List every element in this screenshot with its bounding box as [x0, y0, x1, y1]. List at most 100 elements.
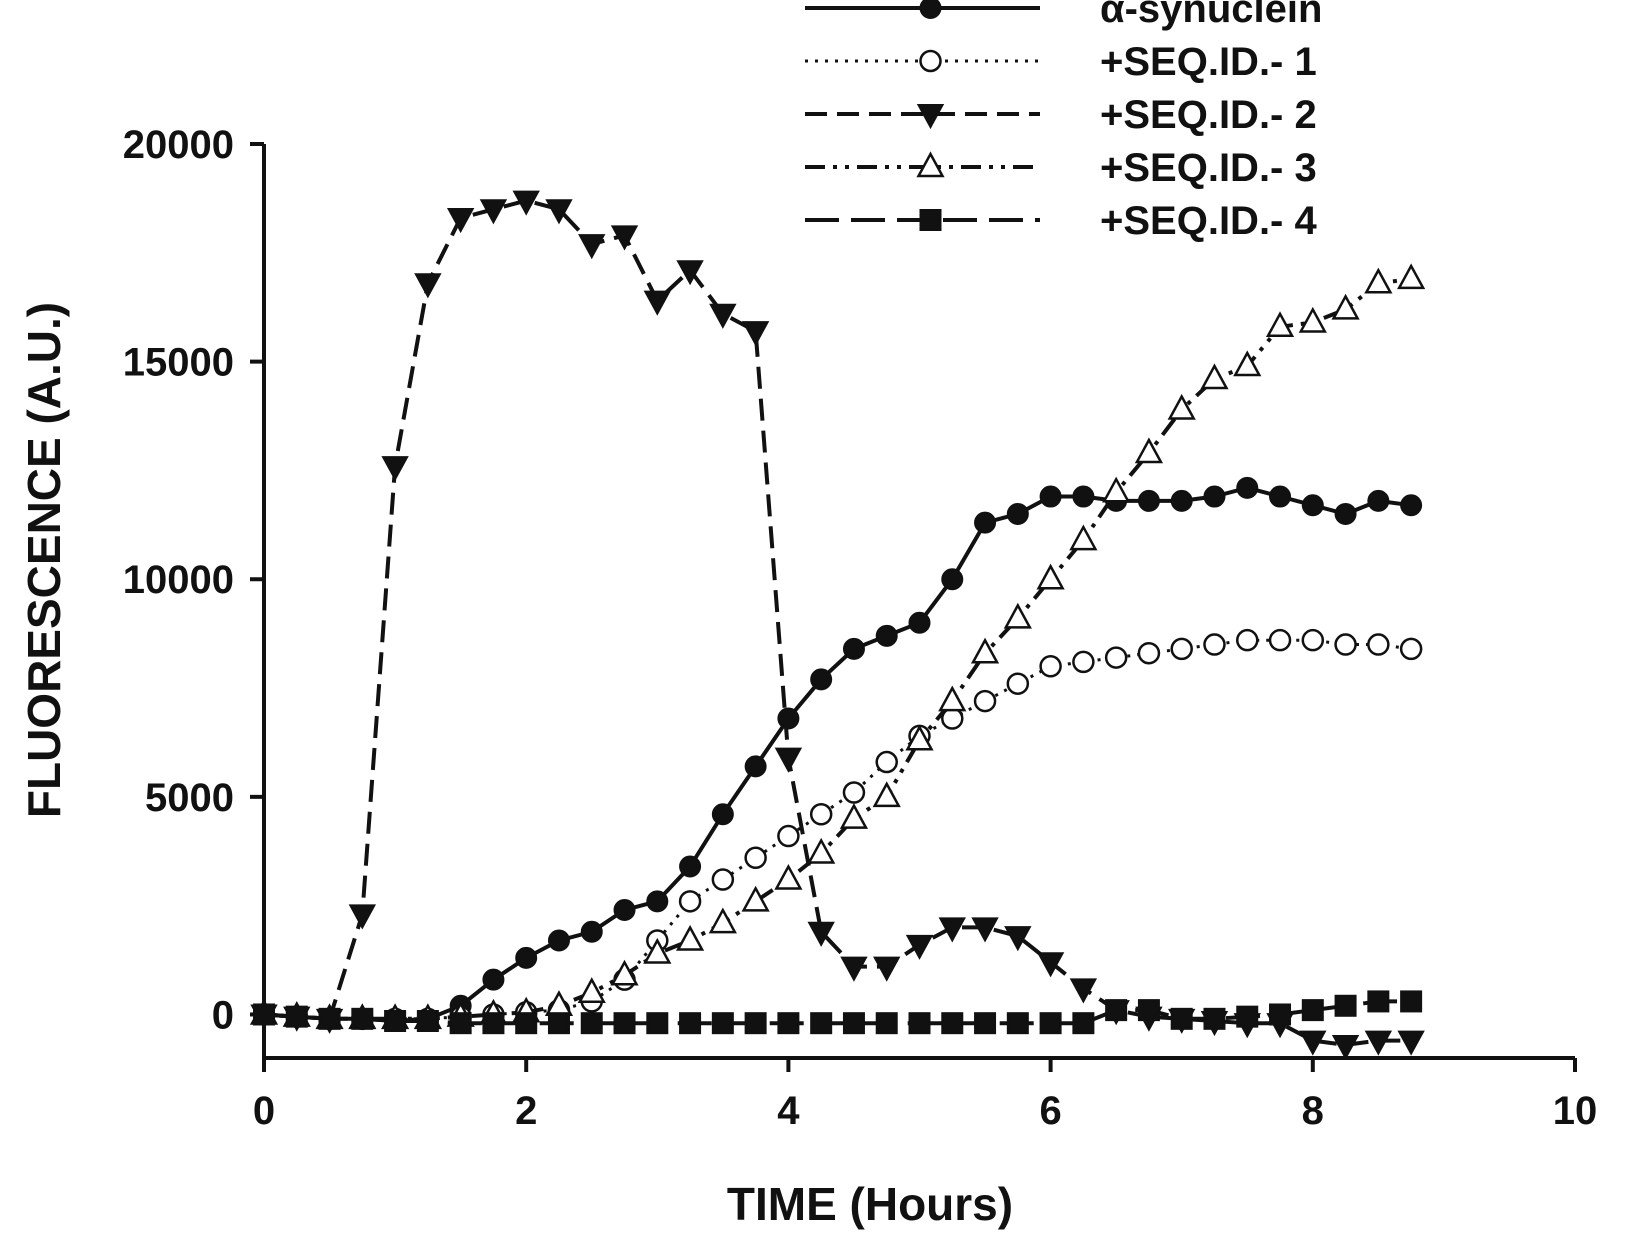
- series-line: [263, 638, 1412, 1021]
- data-point: [875, 1012, 898, 1035]
- series-layer: [249, 190, 1426, 1061]
- data-point: [777, 707, 800, 730]
- data-point: [708, 907, 737, 934]
- data-point: [840, 956, 868, 982]
- data-point: [875, 750, 898, 774]
- data-point: [1301, 494, 1324, 517]
- data-point: [678, 890, 702, 913]
- data-point: [1203, 633, 1226, 656]
- data-point: [1170, 637, 1193, 661]
- axes: 0 5000 10000 15000 20000 0 2 4 6 8 10: [123, 123, 1597, 1133]
- data-point: [1397, 263, 1426, 290]
- data-point: [643, 937, 672, 964]
- data-point: [974, 511, 997, 534]
- data-point: [675, 924, 705, 951]
- data-point: [971, 917, 999, 943]
- data-point: [643, 290, 671, 316]
- legend-label: +SEQ.ID.- 1: [1100, 40, 1317, 84]
- data-point: [941, 1012, 964, 1035]
- x-tick-label: 8: [1302, 1089, 1324, 1133]
- data-point: [1364, 267, 1393, 294]
- data-point: [938, 917, 966, 943]
- data-point: [580, 1012, 603, 1035]
- data-point: [1072, 650, 1095, 674]
- x-axis-title: TIME (Hours): [727, 1178, 1013, 1230]
- data-point: [1069, 978, 1098, 1004]
- data-point: [610, 225, 639, 251]
- data-point: [1269, 485, 1292, 508]
- legend-marker: [916, 104, 945, 130]
- data-point: [1170, 1007, 1193, 1030]
- data-point: [1298, 306, 1327, 333]
- legend-item: +SEQ.ID.- 2: [805, 93, 1317, 137]
- y-tick-label: 15000: [123, 341, 234, 385]
- data-point: [446, 207, 475, 234]
- data-point: [1039, 655, 1062, 678]
- data-point: [646, 890, 669, 913]
- data-point: [774, 863, 803, 890]
- data-point: [414, 273, 442, 299]
- data-point: [1397, 1030, 1425, 1056]
- data-point: [905, 934, 934, 960]
- legend-label: α-synuclein: [1100, 0, 1322, 31]
- data-point: [1334, 633, 1357, 656]
- data-point: [253, 1003, 275, 1026]
- data-point: [744, 1012, 767, 1035]
- data-point: [873, 956, 901, 982]
- data-point: [1367, 990, 1390, 1013]
- data-point: [512, 190, 540, 216]
- data-point: [1039, 1012, 1062, 1035]
- data-point: [1004, 926, 1032, 952]
- data-point: [973, 689, 997, 713]
- data-point: [709, 303, 737, 329]
- data-point: [1334, 502, 1357, 525]
- data-point: [970, 637, 1000, 664]
- data-point: [810, 668, 833, 691]
- data-point: [839, 803, 869, 829]
- data-point: [1134, 437, 1164, 464]
- legend-label: +SEQ.ID.- 3: [1100, 146, 1317, 190]
- data-point: [1072, 1012, 1095, 1035]
- data-point: [842, 637, 865, 660]
- data-point: [1167, 393, 1196, 420]
- data-point: [842, 781, 866, 804]
- data-point: [810, 1012, 833, 1035]
- data-point: [646, 1012, 669, 1035]
- data-point: [807, 837, 836, 864]
- data-point: [1400, 494, 1423, 517]
- x-tick-label: 0: [253, 1089, 275, 1133]
- legend: α-synuclein +SEQ.ID.- 1 +SEQ.ID.- 2 +SEQ.ID…: [805, 0, 1322, 243]
- legend-label: +SEQ.ID.- 2: [1100, 93, 1317, 137]
- series-3: [250, 190, 1425, 1061]
- data-point: [1367, 633, 1390, 656]
- data-point: [1137, 641, 1161, 665]
- data-point: [577, 977, 606, 1003]
- data-point: [938, 685, 967, 712]
- data-point: [1102, 476, 1131, 503]
- legend-item: +SEQ.ID.- 1: [805, 40, 1317, 84]
- data-point: [744, 846, 767, 870]
- data-point: [547, 1012, 570, 1035]
- legend-marker: [919, 49, 942, 73]
- data-point: [676, 260, 704, 286]
- data-point: [1265, 311, 1295, 338]
- data-point: [1331, 293, 1360, 320]
- data-point: [545, 199, 573, 225]
- legend-label: +SEQ.ID.- 4: [1100, 199, 1317, 243]
- legend-item: +SEQ.ID.- 4: [805, 199, 1317, 243]
- data-point: [1200, 363, 1229, 390]
- data-point: [1236, 476, 1259, 499]
- data-point: [809, 803, 833, 826]
- data-point: [777, 824, 800, 848]
- data-point: [875, 624, 898, 647]
- data-point: [1036, 563, 1065, 590]
- data-point: [1236, 628, 1259, 652]
- data-point: [1104, 646, 1128, 669]
- data-point: [908, 611, 931, 634]
- data-point: [679, 1012, 702, 1035]
- data-point: [1334, 994, 1357, 1017]
- data-point: [449, 1012, 472, 1035]
- y-tick-label: 0: [212, 993, 234, 1037]
- data-point: [1203, 1007, 1226, 1030]
